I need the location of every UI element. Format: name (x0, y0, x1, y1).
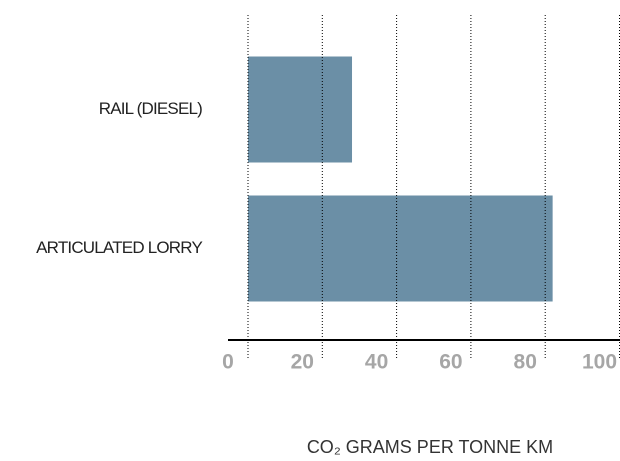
x-tick-label: 100 (582, 351, 617, 374)
x-axis-title: CO₂ GRAMS PER TONNE KM (307, 437, 553, 457)
bar (248, 195, 553, 302)
x-tick-label: 0 (222, 351, 234, 374)
x-tick-label: 80 (514, 351, 537, 374)
category-label: RAIL (DIESEL) (99, 99, 202, 118)
category-label: ARTICULATED LORRY (36, 238, 202, 257)
bar (248, 56, 353, 163)
x-tick-label: 60 (439, 351, 462, 374)
x-tick-label: 20 (291, 351, 314, 374)
x-tick-label: 40 (365, 351, 388, 374)
